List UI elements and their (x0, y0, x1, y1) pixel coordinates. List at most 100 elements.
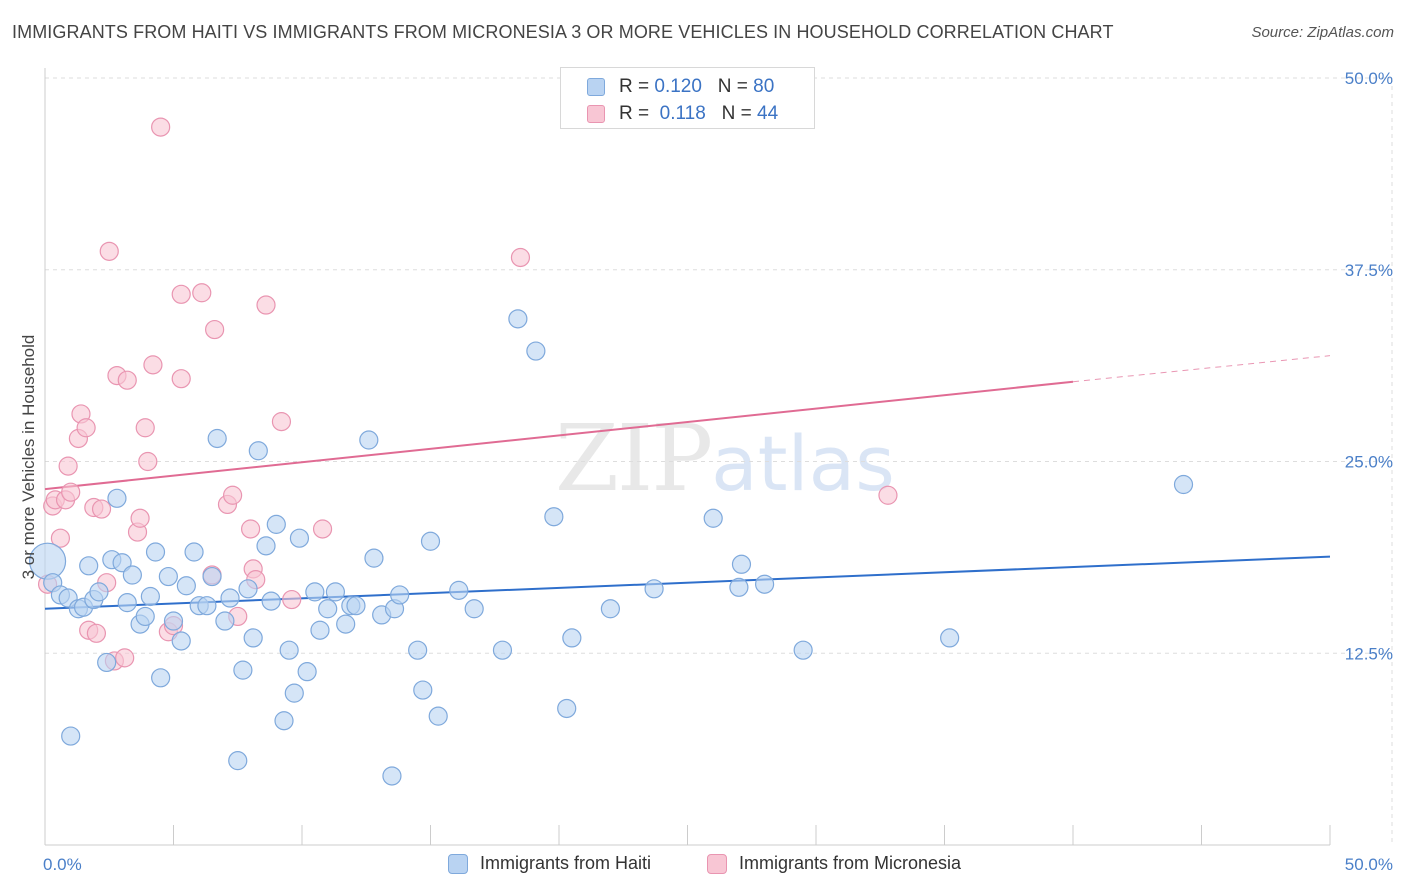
haiti-point (420, 531, 441, 551)
micronesia-swatch (707, 854, 727, 874)
micronesia-point (61, 482, 81, 502)
n-label: N = (717, 76, 754, 97)
axes (44, 68, 1331, 846)
haiti-point (107, 488, 127, 508)
haiti-point (266, 514, 286, 534)
micronesia-point (171, 369, 191, 389)
haiti-point (135, 606, 155, 627)
haiti-point (390, 585, 410, 605)
micronesia-point (256, 295, 276, 315)
micronesia-point (312, 519, 333, 539)
haiti-point (238, 579, 258, 599)
haiti-point (336, 614, 356, 634)
haiti-point (318, 599, 338, 619)
legend-label-micronesia: Immigrants from Micronesia (739, 853, 962, 873)
haiti-point (202, 566, 222, 587)
haiti-point (754, 574, 775, 594)
haiti-point (243, 628, 263, 648)
micronesia-trend-line (44, 380, 1074, 491)
haiti-swatch (448, 854, 468, 874)
data-points (28, 117, 1194, 786)
micronesia-point (223, 485, 243, 505)
haiti-point (413, 680, 433, 700)
y-tick-label: 12.5% (1345, 644, 1393, 663)
haiti-point (220, 588, 240, 608)
micronesia-point (76, 418, 96, 438)
haiti-point (61, 726, 81, 746)
r-label: R = (619, 103, 655, 124)
haiti-point (215, 611, 235, 631)
haiti-point (359, 430, 379, 450)
haiti-point (158, 566, 178, 587)
chart-title: IMMIGRANTS FROM HAITI VS IMMIGRANTS FROM… (12, 22, 1114, 42)
n-value-haiti: 80 (753, 76, 775, 97)
micronesia-point (91, 499, 112, 519)
r-label: R = (619, 76, 655, 97)
haiti-trend-line (44, 555, 1331, 610)
haiti-point (526, 341, 546, 361)
haiti-point (325, 582, 346, 602)
micronesia-point (878, 485, 898, 505)
haiti-point (207, 428, 227, 449)
haiti-point (449, 580, 469, 600)
micronesia-point (58, 456, 78, 476)
haiti-point (382, 766, 402, 786)
haiti-point (233, 660, 253, 680)
haiti-point (279, 640, 299, 660)
haiti-point (261, 591, 281, 611)
trend-lines (44, 355, 1331, 610)
haiti-point (492, 640, 513, 660)
haiti-point (562, 628, 582, 648)
haiti-point (508, 309, 528, 329)
r-value-haiti: 0.120 (654, 76, 702, 97)
haiti-point (112, 553, 132, 573)
micronesia-point (282, 589, 302, 610)
source-label: Source: ZipAtlas.com (1251, 24, 1394, 41)
haiti-point (248, 441, 268, 461)
x-tick-label: 0.0% (43, 855, 82, 874)
haiti-point (176, 576, 196, 596)
y-tick-label: 50.0% (1345, 69, 1393, 88)
haiti-point (600, 599, 621, 619)
legend-label-haiti: Immigrants from Haiti (480, 853, 652, 873)
haiti-point (310, 620, 330, 640)
haiti-point (171, 631, 191, 651)
micronesia-point (271, 412, 292, 432)
haiti-point (228, 751, 248, 771)
micronesia-point (117, 370, 137, 390)
haiti-point (729, 577, 749, 597)
micronesia-point (86, 623, 107, 643)
haiti-point (305, 582, 325, 602)
haiti-point (145, 542, 166, 562)
y-tick-label: 25.0% (1345, 453, 1393, 472)
micronesia-point (135, 418, 155, 438)
haiti-point (140, 586, 160, 607)
haiti-point (197, 596, 217, 616)
haiti-point (464, 599, 484, 619)
haiti-point (79, 556, 99, 576)
haiti-point (731, 554, 752, 574)
haiti-point (122, 565, 142, 585)
haiti-point (256, 536, 276, 556)
series-legend: Immigrants from Haiti Immigrants from Mi… (0, 852, 1406, 878)
tick-labels: 12.5% 25.0% 37.5% 50.0% 0.0% 50.0% (43, 69, 1393, 874)
haiti-point (89, 582, 109, 602)
haiti-point (289, 528, 310, 548)
grid-lines (45, 77, 1393, 845)
haiti-point (284, 683, 304, 703)
haiti-point (793, 640, 813, 660)
haiti-point (544, 507, 564, 527)
haiti-point (163, 611, 184, 631)
haiti-point (428, 706, 448, 726)
watermark-atlas: atlas (711, 419, 895, 508)
n-label: N = (721, 103, 758, 124)
haiti-point (557, 698, 577, 719)
haiti-point (644, 579, 664, 599)
micronesia-point (115, 648, 135, 668)
micronesia-swatch (587, 105, 605, 123)
x-tick-label: 50.0% (1345, 855, 1393, 874)
haiti-swatch (587, 78, 605, 96)
y-axis-label: 3 or more Vehicles in Household (19, 335, 38, 580)
haiti-point (184, 542, 204, 562)
